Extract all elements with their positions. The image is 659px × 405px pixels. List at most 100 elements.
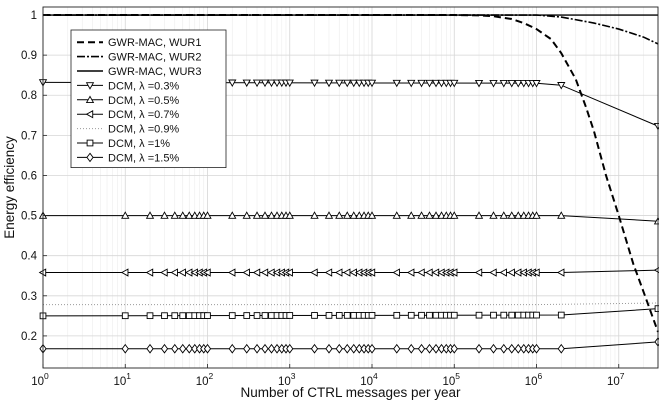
data-point [261,312,269,319]
data-point [407,79,416,88]
data-point [557,82,566,90]
data-point [335,211,344,219]
data-point [431,79,441,88]
data-point [160,211,169,219]
data-point [179,312,187,319]
data-point [310,211,319,219]
series-5 [38,211,659,225]
y-tick-label: 0.4 [21,251,38,263]
data-point [324,79,334,88]
data-point [121,312,129,320]
data-point [532,343,541,354]
x-tick-label: 103 [278,371,296,388]
y-tick-label: 0.6 [21,170,37,182]
data-point [489,343,498,354]
data-point [417,79,426,88]
data-point [426,311,433,319]
data-point [508,311,516,319]
series-9 [39,337,659,354]
data-point [160,343,169,354]
data-point [267,211,276,219]
data-point [449,268,458,277]
data-point [556,268,565,277]
data-point [474,79,484,88]
data-point [145,268,154,277]
legend-item: DCM, λ =0.3% [77,80,179,92]
data-point [406,268,415,277]
y-axis-label: Energy efficiency [2,136,17,239]
data-point [432,311,440,319]
data-point [367,268,376,277]
data-point [335,79,344,88]
data-point [334,268,343,277]
data-point [171,312,179,319]
legend-label: DCM, λ =0.3% [108,80,179,92]
legend-item: DCM, λ =0.5% [77,95,179,107]
data-point [450,211,459,219]
axis-ticks: 100 101 102 103 104 105 106 107 0.2 0.3 0.4 0.5 0.6 0… [21,10,625,388]
data-point [432,343,440,354]
data-point [407,343,415,354]
data-point [325,312,333,319]
legend-marker [85,110,94,119]
data-point [489,79,498,88]
plot-frame [42,6,659,369]
y-tick-label: 0.2 [21,331,37,343]
data-point [392,211,401,219]
legend-label: DCM, λ =0.7% [108,109,179,121]
y-tick-label: 0.3 [21,291,37,303]
data-point [179,343,187,354]
legend-marker [85,95,95,103]
data-point [121,343,129,354]
data-point [392,79,401,88]
series-6 [38,267,659,277]
data-point [185,312,193,319]
legend-label: DCM, λ =0.5% [108,95,179,107]
data-point [310,268,318,277]
series-1 [43,14,659,333]
legend-label: GWR-MAC, WUR2 [108,52,202,64]
data-point [268,312,275,319]
data-point [417,343,426,354]
data-point [191,343,199,354]
data-point [557,343,565,354]
data-point [160,268,168,277]
data-point [343,79,352,88]
data-point [367,79,377,88]
legend-marker [85,82,95,90]
data-point [204,312,211,319]
data-point [227,268,236,277]
data-point [261,343,269,354]
legend-item: DCM, λ =1% [77,138,170,150]
data-point [450,343,458,354]
data-point [145,211,155,219]
x-tick-label: 107 [607,371,625,388]
data-point [273,343,281,354]
data-point [242,79,251,88]
x-tick-label: 105 [442,371,460,388]
data-point [203,343,212,354]
data-point [349,211,358,219]
data-point [243,343,251,354]
data-point [519,80,528,88]
legend-item: GWR-MAC, WUR1 [77,37,202,49]
data-point [228,312,236,319]
data-point [431,211,441,219]
data-point [343,343,351,354]
legend-item: GWR-MAC, WUR2 [77,52,202,64]
x-tick-label: 101 [113,371,131,388]
data-point [417,268,425,277]
legend-item: DCM, λ =0.7% [77,109,179,121]
data-point [228,343,236,354]
series-8 [39,305,659,320]
data-point [260,79,270,88]
data-point [355,211,364,219]
data-point [310,343,319,354]
data-point [285,268,293,277]
data-point [489,268,497,277]
data-point [368,343,376,354]
data-point [425,343,434,354]
data-point [393,311,401,319]
data-point [252,79,262,88]
